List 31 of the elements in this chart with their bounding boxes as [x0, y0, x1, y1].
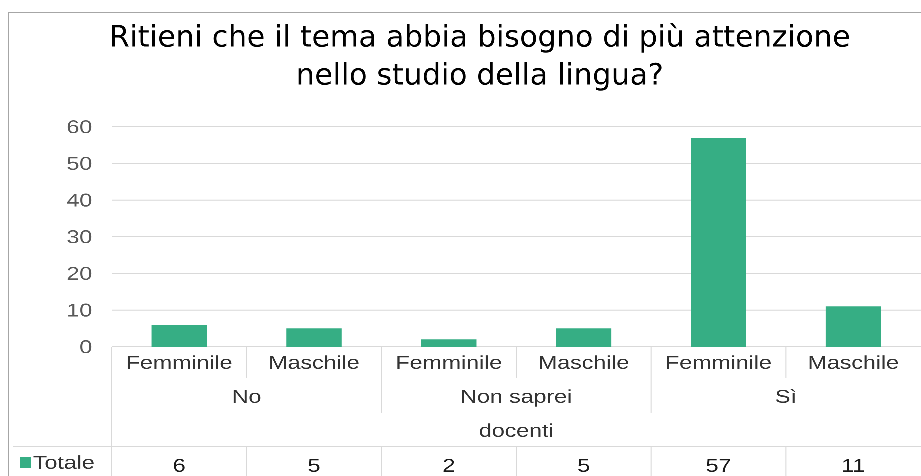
y-tick-label: 30 — [68, 230, 92, 244]
x-tick-label: Femminile — [667, 356, 772, 370]
bar — [556, 328, 612, 347]
y-tick-label: 50 — [68, 157, 92, 170]
y-tick-label: 0 — [80, 340, 92, 354]
x-tick-label: Femminile — [128, 356, 232, 370]
text: Non saprei — [462, 390, 571, 407]
data-label: 5 — [308, 459, 320, 472]
x-tick-label: Femminile — [398, 356, 502, 370]
data-label: 5 — [578, 459, 590, 472]
y-tick-label: 10 — [68, 304, 92, 317]
y-tick-label: 40 — [67, 194, 92, 207]
legend-label: Totale — [34, 456, 94, 470]
x-tick-label: Maschile — [270, 356, 359, 370]
x-tick-label: Maschile — [810, 356, 898, 370]
text: No — [234, 390, 261, 404]
data-label: 2 — [444, 459, 454, 472]
bar — [286, 328, 342, 347]
data-label: 11 — [843, 459, 864, 472]
bar — [826, 306, 882, 347]
chart-title: Ritieni che il tema abbia bisogno di più attenzione nello studio della lingua? — [112, 23, 850, 91]
bar — [421, 340, 477, 347]
bar — [691, 138, 746, 347]
text: Sì — [776, 389, 796, 404]
x-axis-title: docenti — [480, 424, 552, 438]
y-tick-label: 20 — [68, 267, 92, 280]
data-label: 57 — [706, 459, 730, 472]
y-tick-label: 60 — [68, 120, 92, 134]
bar — [152, 324, 208, 347]
x-tick-label: Maschile — [540, 356, 628, 370]
data-label: 6 — [174, 459, 185, 472]
